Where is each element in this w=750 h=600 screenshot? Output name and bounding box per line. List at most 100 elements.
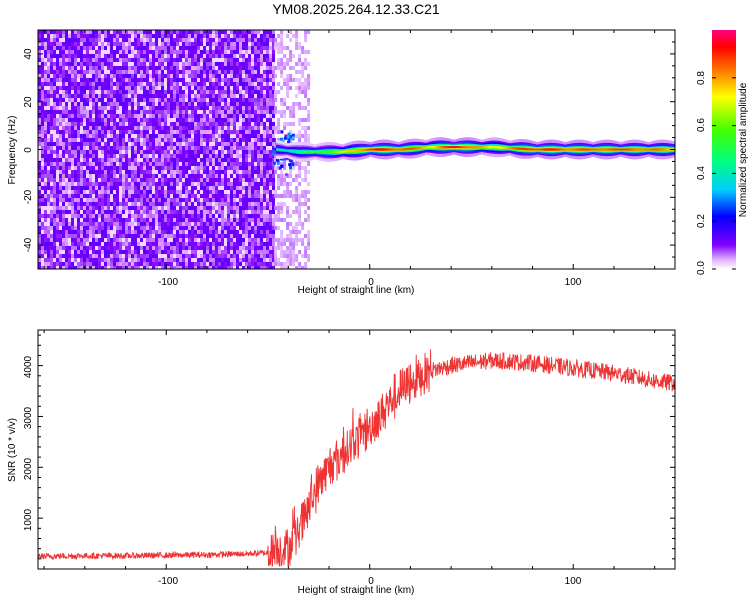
noise-cell [95,206,98,210]
noise-cell [245,86,248,90]
noise-cell [242,82,245,86]
noise-cell [236,34,239,38]
noise-cell [77,66,80,70]
noise-cell [236,134,239,138]
noise-cell [185,194,188,198]
noise-cell [140,54,143,58]
noise-cell [71,66,74,70]
noise-cell [44,230,47,234]
noise-cell [233,126,236,130]
noise-cell [221,250,224,254]
noise-cell [212,218,215,222]
noise-cell [143,90,146,94]
noise-cell [65,82,68,86]
noise-cell [188,58,191,62]
noise-cell [185,226,188,230]
noise-cell [269,258,272,262]
noise-cell [113,162,116,166]
noise-cell [95,62,98,66]
noise-cell [179,162,182,166]
noise-cell [164,86,167,90]
noise-cell [68,266,71,269]
noise-cell [116,158,119,162]
noise-cell [188,114,191,118]
noise-cell [170,158,173,162]
noise-cell [230,202,233,206]
noise-cell [143,158,146,162]
noise-cell [188,242,191,246]
noise-cell [212,174,215,178]
noise-cell [230,162,233,166]
noise-cell [239,226,242,230]
noise-cell [128,170,131,174]
noise-cell [68,142,71,146]
noise-cell [251,58,254,62]
noise-cell [80,266,83,269]
noise-cell [263,86,266,90]
noise-cell [200,118,203,122]
noise-cell [59,134,62,138]
noise-cell [134,78,137,82]
noise-cell [122,146,125,150]
noise-cell [47,82,50,86]
noise-cell [200,50,203,54]
noise-cell [173,62,176,66]
noise-cell [263,186,266,190]
noise-cell [236,174,239,178]
noise-cell [257,82,260,86]
noise-cell [239,50,242,54]
noise-cell [230,206,233,210]
noise-cell [155,162,158,166]
noise-cell [170,178,173,182]
noise-cell [206,174,209,178]
noise-cell [152,146,155,150]
noise-cell [218,78,221,82]
noise-cell [116,166,119,170]
noise-cell [110,98,113,102]
noise-cell [95,46,98,50]
noise-cell [167,226,170,230]
noise-cell [98,142,101,146]
noise-cell [197,82,200,86]
noise-cell [104,162,107,166]
noise-cell [101,114,104,118]
noise-cell [119,138,122,142]
noise-cell [194,54,197,58]
noise-cell [176,190,179,194]
noise-cell [101,50,104,54]
noise-cell [149,174,152,178]
noise-cell [236,186,239,190]
noise-cell [272,258,275,262]
noise-cell [260,246,263,250]
noise-cell [254,198,257,202]
noise-cell [176,202,179,206]
noise-cell [176,122,179,126]
noise-cell [191,198,194,202]
noise-cell [74,82,77,86]
noise-cell [53,198,56,202]
noise-cell [89,214,92,218]
noise-cell [92,74,95,78]
noise-cell [53,218,56,222]
noise-cell [197,222,200,226]
noise-cell [200,110,203,114]
noise-cell [95,198,98,202]
noise-cell [272,78,275,82]
noise-cell [245,62,248,66]
noise-cell [245,158,248,162]
noise-cell [146,58,149,62]
noise-cell [245,138,248,142]
noise-cell [56,118,59,122]
noise-cell [95,118,98,122]
noise-cell [131,146,134,150]
noise-cell [53,226,56,230]
noise-cell [218,110,221,114]
noise-cell [277,126,281,130]
noise-cell [224,194,227,198]
noise-cell [41,210,44,214]
noise-cell [47,226,50,230]
noise-cell [158,70,161,74]
noise-cell [44,222,47,226]
noise-cell [104,218,107,222]
noise-cell [206,86,209,90]
